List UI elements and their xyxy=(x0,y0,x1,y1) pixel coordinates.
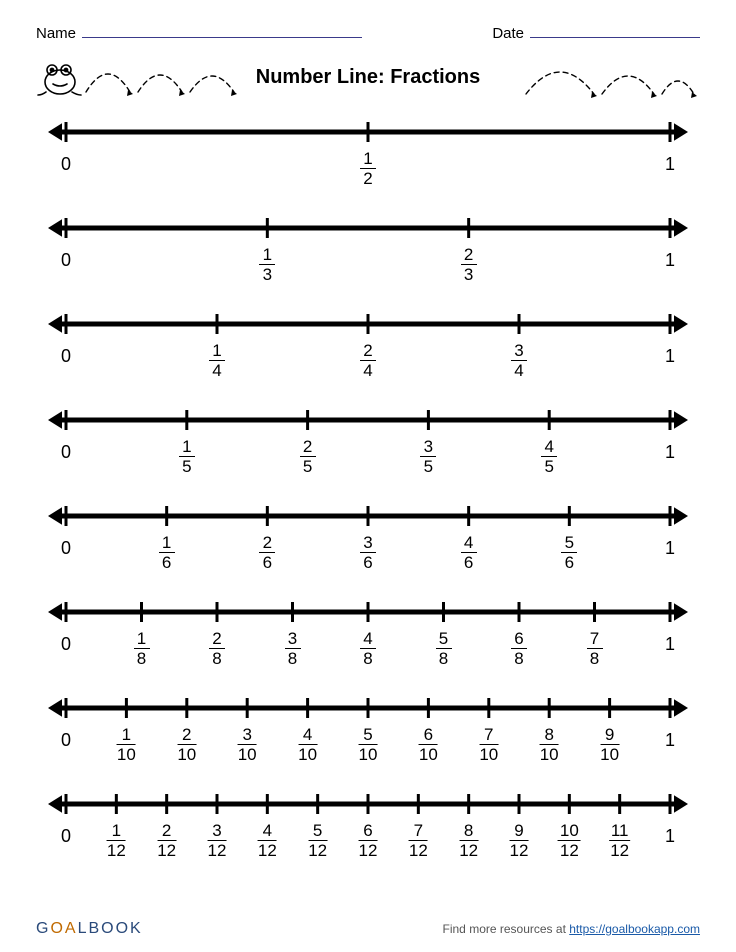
whole-label: 0 xyxy=(61,346,71,367)
whole-label: 0 xyxy=(61,826,71,847)
whole-label: 0 xyxy=(61,154,71,175)
title-row: Number Line: Fractions xyxy=(36,54,700,104)
fraction-label: 48 xyxy=(360,630,376,667)
fraction-label: 35 xyxy=(420,438,436,475)
fraction-label: 14 xyxy=(209,342,225,379)
fraction-label: 12 xyxy=(360,150,376,187)
date-line xyxy=(530,24,700,38)
number-line: 0 15 25 35 45 1 xyxy=(36,402,700,484)
number-line-svg xyxy=(36,690,700,726)
name-label: Name xyxy=(36,25,76,42)
fraction-label: 712 xyxy=(409,822,428,859)
hops-right-icon xyxy=(520,54,700,100)
number-line-svg xyxy=(36,306,700,342)
whole-label: 0 xyxy=(61,538,71,559)
fraction-label: 512 xyxy=(308,822,327,859)
number-line-svg xyxy=(36,210,700,246)
fraction-label: 23 xyxy=(461,246,477,283)
whole-label: 0 xyxy=(61,442,71,463)
footer-link[interactable]: https://goalbookapp.com xyxy=(569,922,700,936)
fraction-label: 810 xyxy=(540,726,559,763)
fraction-label: 110 xyxy=(117,726,136,763)
number-line: 0 14 24 34 1 xyxy=(36,306,700,388)
whole-label: 0 xyxy=(61,634,71,655)
number-line-svg xyxy=(36,786,700,822)
number-lines-container: 0 12 1 0 13 23 1 0 14 24 34 1 0 15 25 35 45 1 0 16 26 36 4… xyxy=(36,114,700,868)
fraction-label: 34 xyxy=(511,342,527,379)
number-line-svg xyxy=(36,402,700,438)
fraction-label: 710 xyxy=(479,726,498,763)
fraction-label: 28 xyxy=(209,630,225,667)
fraction-label: 58 xyxy=(436,630,452,667)
fraction-label: 16 xyxy=(159,534,175,571)
footer: GOALBOOK Find more resources at https://… xyxy=(36,920,700,938)
number-line-svg xyxy=(36,498,700,534)
fraction-label: 410 xyxy=(298,726,317,763)
number-line-svg xyxy=(36,594,700,630)
whole-label: 1 xyxy=(665,346,675,367)
date-field[interactable]: Date xyxy=(492,24,700,42)
whole-label: 1 xyxy=(665,154,675,175)
frog-icon xyxy=(36,58,82,98)
number-line: 0 18 28 38 48 58 68 78 1 xyxy=(36,594,700,676)
number-line: 0 112 212 312 412 512 612 712 812 912 1012 1112 1 xyxy=(36,786,700,868)
fraction-label: 412 xyxy=(258,822,277,859)
fraction-label: 910 xyxy=(600,726,619,763)
number-line: 0 110 210 310 410 510 610 710 810 910 1 xyxy=(36,690,700,772)
number-line: 0 16 26 36 46 56 1 xyxy=(36,498,700,580)
logo: GOALBOOK xyxy=(36,920,143,938)
whole-label: 1 xyxy=(665,442,675,463)
fraction-label: 26 xyxy=(259,534,275,571)
fraction-label: 15 xyxy=(179,438,195,475)
fraction-label: 612 xyxy=(359,822,378,859)
fraction-label: 610 xyxy=(419,726,438,763)
fraction-label: 812 xyxy=(459,822,478,859)
fraction-label: 24 xyxy=(360,342,376,379)
fraction-label: 212 xyxy=(157,822,176,859)
fraction-label: 912 xyxy=(510,822,529,859)
name-field[interactable]: Name xyxy=(36,24,362,42)
fraction-label: 78 xyxy=(587,630,603,667)
fraction-label: 68 xyxy=(511,630,527,667)
fraction-label: 312 xyxy=(208,822,227,859)
fraction-label: 112 xyxy=(107,822,126,859)
name-line xyxy=(82,24,362,38)
whole-label: 0 xyxy=(61,730,71,751)
fraction-label: 45 xyxy=(541,438,557,475)
footer-text: Find more resources at https://goalbooka… xyxy=(443,922,700,936)
whole-label: 0 xyxy=(61,250,71,271)
whole-label: 1 xyxy=(665,538,675,559)
fraction-label: 1012 xyxy=(558,822,581,859)
date-label: Date xyxy=(492,25,524,42)
fraction-label: 310 xyxy=(238,726,257,763)
fraction-label: 510 xyxy=(359,726,378,763)
fraction-label: 38 xyxy=(285,630,301,667)
whole-label: 1 xyxy=(665,634,675,655)
fraction-label: 56 xyxy=(561,534,577,571)
fraction-label: 46 xyxy=(461,534,477,571)
page-title: Number Line: Fractions xyxy=(256,66,480,89)
header-row: Name Date xyxy=(36,24,700,42)
whole-label: 1 xyxy=(665,730,675,751)
fraction-label: 25 xyxy=(300,438,316,475)
whole-label: 1 xyxy=(665,826,675,847)
number-line: 0 12 1 xyxy=(36,114,700,196)
fraction-label: 36 xyxy=(360,534,376,571)
hops-left-icon xyxy=(82,54,242,100)
fraction-label: 1112 xyxy=(609,822,631,859)
whole-label: 1 xyxy=(665,250,675,271)
number-line: 0 13 23 1 xyxy=(36,210,700,292)
fraction-label: 210 xyxy=(177,726,196,763)
fraction-label: 18 xyxy=(134,630,150,667)
fraction-label: 13 xyxy=(259,246,275,283)
number-line-svg xyxy=(36,114,700,150)
